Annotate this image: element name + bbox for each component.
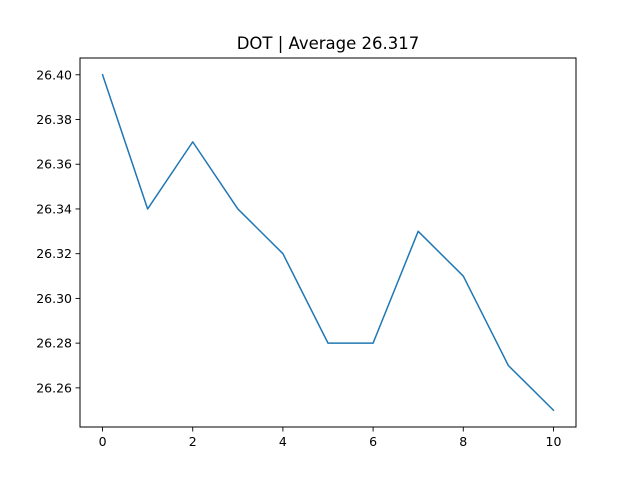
plot-area: 0 2 4 6 8 10 26.2626.2826.3026.3226.3426.3626… [36,57,577,449]
y-tick-label: 26.38 [36,112,72,127]
y-tick-label: 26.28 [36,336,72,351]
x-tick-label: 10 [546,434,562,449]
x-tick-label: 0 [99,434,107,449]
x-tick-label: 2 [189,434,197,449]
y-tick-label: 26.26 [36,380,72,395]
y-tick-label: 26.30 [36,291,72,306]
x-tick-label: 8 [459,434,467,449]
series-line [101,73,555,412]
y-tick-label: 26.40 [36,67,72,82]
y-tick-label: 26.36 [36,157,72,172]
x-tick-label: 6 [369,434,377,449]
y-tick-label: 26.34 [36,201,72,216]
x-axis: 0 2 4 6 8 10 [99,427,562,449]
x-tick-label: 4 [279,434,287,449]
plot-frame [79,57,577,428]
y-axis: 26.26 26.28 26.30 26.32 26.34 26.36 26.38 26.40 [36,67,80,395]
y-tick-label: 26.32 [36,246,72,261]
series-layer [101,73,555,412]
chart-title: DOT | Average 26.317 [237,34,420,53]
